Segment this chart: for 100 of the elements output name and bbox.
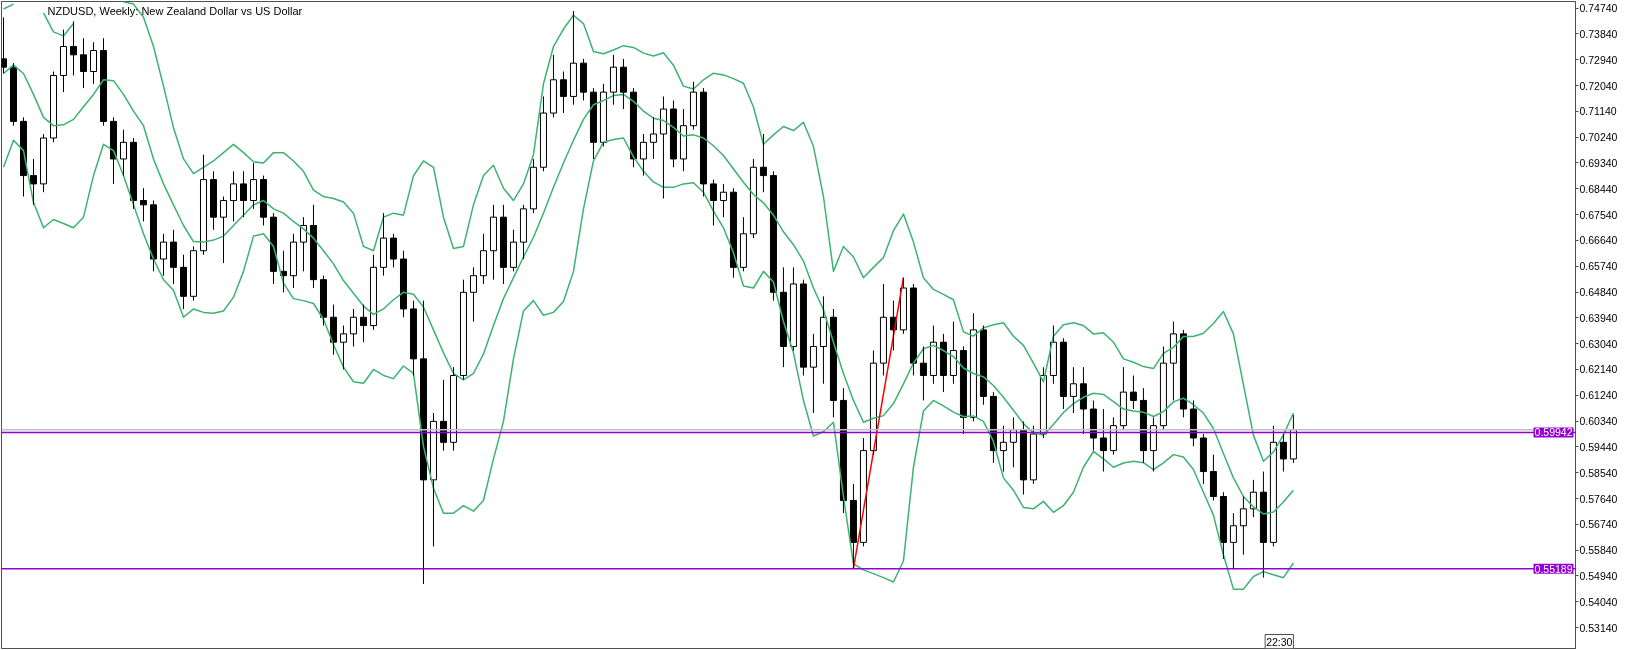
candlestick [189, 245, 197, 302]
candlestick [789, 266, 797, 352]
candlestick [949, 321, 957, 385]
candlestick [499, 204, 507, 285]
candlestick [659, 95, 667, 200]
y-tick-label: 0.70240 [1579, 131, 1618, 144]
candlestick [359, 304, 367, 343]
candlestick [739, 216, 747, 272]
candlestick [209, 170, 217, 231]
ref-line-label: 0.59942 [1534, 426, 1573, 439]
candlestick [169, 229, 177, 285]
candlestick [969, 312, 977, 422]
line-series [852, 276, 905, 570]
candlestick [179, 254, 187, 310]
candlestick [1169, 321, 1177, 401]
candlestick [469, 266, 477, 323]
candlestick [149, 200, 157, 272]
ref-line-label: 0.55189 [1534, 562, 1573, 575]
candlestick [649, 116, 657, 160]
candlestick [599, 83, 607, 147]
candlestick [1109, 416, 1117, 456]
candlestick [389, 233, 397, 268]
annotation: 22:30 [1266, 635, 1293, 648]
candlestick [99, 37, 107, 127]
candlestick [1239, 496, 1247, 556]
candlestick [729, 187, 737, 279]
candlestick [1179, 329, 1187, 418]
candlestick [759, 133, 767, 193]
candlestick [679, 108, 687, 172]
candlestick [1129, 374, 1137, 410]
candlestick [339, 325, 347, 370]
candlestick [319, 275, 327, 327]
candlestick [239, 170, 247, 218]
candlestick [749, 158, 757, 239]
candlestick [509, 229, 517, 272]
candlestick [699, 87, 707, 198]
y-tick-label: 0.62140 [1579, 363, 1618, 376]
candlestick [519, 204, 527, 260]
y-tick-label: 0.55840 [1579, 544, 1618, 557]
candlestick [399, 250, 407, 318]
chart-title: NZDUSD, Weekly: New Zealand Dollar vs US Dollar [47, 4, 303, 17]
candlestick [60, 29, 67, 93]
y-tick-label: 0.71140 [1579, 105, 1617, 118]
candlestick [579, 58, 587, 101]
candlestick [1189, 399, 1197, 447]
candlestick [249, 162, 257, 210]
candlestick [219, 196, 227, 264]
candlestick [299, 216, 307, 272]
y-tick-label: 0.67540 [1579, 208, 1618, 221]
candlestick [489, 204, 497, 281]
y-tick-label: 0.56740 [1579, 518, 1618, 531]
candlestick [769, 170, 777, 302]
candlestick [1199, 433, 1207, 485]
candlestick [819, 295, 827, 385]
candlestick [429, 412, 437, 547]
candlestick [589, 87, 597, 160]
candlestick [369, 254, 377, 331]
candlestick [1059, 337, 1067, 410]
candlestick [139, 187, 147, 222]
candlestick [1219, 491, 1227, 560]
candlestick [979, 325, 987, 406]
candlestick [849, 483, 857, 569]
y-tick-label: 0.66640 [1579, 234, 1618, 247]
candlestick [379, 212, 387, 277]
y-tick-label: 0.57640 [1579, 492, 1618, 505]
candlestick [119, 129, 127, 177]
candlestick [439, 379, 447, 452]
candlestick [1279, 433, 1287, 473]
y-tick-label: 0.69340 [1579, 156, 1618, 169]
candlestick [569, 10, 577, 106]
candlestick [639, 133, 647, 177]
candlestick [199, 154, 207, 256]
candlestick [129, 137, 137, 210]
line-series [2, 137, 1295, 590]
y-tick-label: 0.59440 [1579, 440, 1618, 453]
candlestick [1149, 416, 1157, 473]
candlestick [919, 346, 927, 401]
candlestick [269, 212, 277, 285]
y-tick-label: 0.65740 [1579, 260, 1618, 273]
candlestick [1209, 454, 1217, 502]
candlestick [829, 308, 837, 418]
candlestick [1039, 366, 1047, 439]
candlestick [419, 300, 427, 585]
candlestick [30, 158, 37, 206]
candlestick [859, 437, 867, 547]
candlestick [779, 266, 787, 368]
y-tick-label: 0.60340 [1579, 415, 1618, 428]
candlestick [799, 279, 807, 376]
candlestick [479, 233, 487, 285]
candlestick [89, 41, 97, 85]
y-tick-label: 0.72940 [1579, 53, 1618, 66]
y-tick-label: 0.61240 [1579, 389, 1618, 402]
candlestick [609, 54, 617, 106]
candlestick [229, 170, 237, 222]
candlestick [10, 62, 17, 127]
candlestick [40, 133, 47, 193]
candlestick [899, 277, 907, 335]
candlestick [70, 20, 77, 76]
candlestick [939, 333, 947, 393]
candlestick [1019, 420, 1027, 495]
